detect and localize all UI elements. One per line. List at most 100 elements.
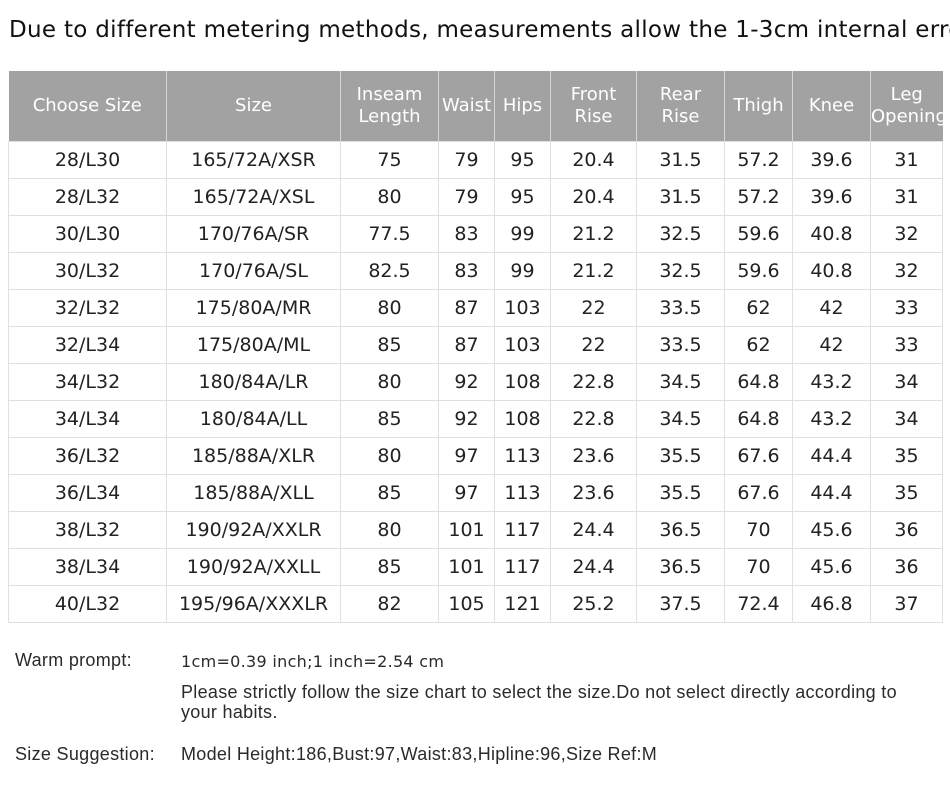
table-cell: 75 — [340, 141, 439, 179]
table-cell: 34/L32 — [8, 363, 167, 401]
table-cell: 32.5 — [636, 252, 725, 290]
table-cell: 64.8 — [724, 400, 793, 438]
table-cell: 36/L34 — [8, 474, 167, 512]
table-cell: 20.4 — [550, 141, 637, 179]
table-cell: 40.8 — [792, 252, 871, 290]
table-cell: 45.6 — [792, 511, 871, 549]
table-cell: 77.5 — [340, 215, 439, 253]
table-cell: 46.8 — [792, 585, 871, 623]
size-suggestion-label: Size Suggestion: — [15, 744, 155, 764]
col-thigh: Thigh — [724, 71, 793, 142]
col-waist: Waist — [438, 71, 495, 142]
table-cell: 121 — [494, 585, 551, 623]
table-cell: 24.4 — [550, 511, 637, 549]
table-cell: 92 — [438, 363, 495, 401]
table-cell: 185/88A/XLL — [166, 474, 341, 512]
table-cell: 99 — [494, 252, 551, 290]
table-cell: 62 — [724, 326, 793, 364]
table-cell: 70 — [724, 548, 793, 586]
table-cell: 42 — [792, 326, 871, 364]
table-cell: 87 — [438, 289, 495, 327]
table-cell: 32 — [870, 215, 943, 253]
table-cell: 22 — [550, 326, 637, 364]
table-cell: 59.6 — [724, 215, 793, 253]
table-cell: 36.5 — [636, 511, 725, 549]
table-cell: 85 — [340, 474, 439, 512]
size-chart-title: Due to different metering methods, measu… — [9, 17, 950, 43]
col-size: Size — [166, 71, 341, 142]
table-cell: 92 — [438, 400, 495, 438]
col-front-rise: Front Rise — [550, 71, 637, 142]
table-cell: 31 — [870, 141, 943, 179]
table-row: 34/L34 180/84A/LL 85 92 108 22.8 34.5 64.8 43.2 3… — [8, 400, 943, 438]
table-cell: 80 — [340, 511, 439, 549]
table-cell: 59.6 — [724, 252, 793, 290]
table-cell: 87 — [438, 326, 495, 364]
table-row: 30/L30 170/76A/SR 77.5 83 99 21.2 32.5 59.6 40.8… — [8, 215, 943, 253]
table-body: 28/L30 165/72A/XSR 75 79 95 20.4 31.5 57.2 39.6 3… — [8, 141, 943, 623]
table-cell: 22.8 — [550, 400, 637, 438]
table-row: 28/L32 165/72A/XSL 80 79 95 20.4 31.5 57.2 39.6 3… — [8, 178, 943, 216]
table-cell: 85 — [340, 548, 439, 586]
table-cell: 97 — [438, 437, 495, 475]
table-cell: 195/96A/XXXLR — [166, 585, 341, 623]
table-cell: 31.5 — [636, 178, 725, 216]
table-row: 38/L32 190/92A/XXLR 80 101 117 24.4 36.5 70 45.6… — [8, 511, 943, 549]
table-cell: 175/80A/MR — [166, 289, 341, 327]
table-cell: 23.6 — [550, 474, 637, 512]
table-cell: 82.5 — [340, 252, 439, 290]
table-cell: 180/84A/LR — [166, 363, 341, 401]
col-hips: Hips — [494, 71, 551, 142]
col-knee: Knee — [792, 71, 871, 142]
table-cell: 103 — [494, 326, 551, 364]
table-cell: 30/L32 — [8, 252, 167, 290]
table-cell: 113 — [494, 437, 551, 475]
table-cell: 37.5 — [636, 585, 725, 623]
table-cell: 21.2 — [550, 252, 637, 290]
table-cell: 85 — [340, 400, 439, 438]
table-cell: 28/L30 — [8, 141, 167, 179]
table-cell: 37 — [870, 585, 943, 623]
table-cell: 170/76A/SR — [166, 215, 341, 253]
table-cell: 35 — [870, 474, 943, 512]
table-row: 36/L32 185/88A/XLR 80 97 113 23.6 35.5 67.6 44.4… — [8, 437, 943, 475]
table-cell: 34.5 — [636, 400, 725, 438]
table-cell: 38/L32 — [8, 511, 167, 549]
table-cell: 70 — [724, 511, 793, 549]
table-cell: 43.2 — [792, 400, 871, 438]
table-cell: 67.6 — [724, 474, 793, 512]
table-cell: 79 — [438, 178, 495, 216]
table-cell: 31.5 — [636, 141, 725, 179]
size-chart-table: Choose Size Size Inseam Length Waist Hip… — [8, 71, 947, 623]
table-cell: 32/L34 — [8, 326, 167, 364]
table-cell: 108 — [494, 400, 551, 438]
table-cell: 34 — [870, 400, 943, 438]
table-cell: 83 — [438, 215, 495, 253]
table-cell: 108 — [494, 363, 551, 401]
table-cell: 33 — [870, 289, 943, 327]
table-cell: 24.4 — [550, 548, 637, 586]
table-row: 28/L30 165/72A/XSR 75 79 95 20.4 31.5 57.2 39.6 3… — [8, 141, 943, 179]
table-cell: 190/92A/XXLL — [166, 548, 341, 586]
table-cell: 105 — [438, 585, 495, 623]
col-rear-rise: Rear Rise — [636, 71, 725, 142]
table-cell: 40.8 — [792, 215, 871, 253]
table-cell: 113 — [494, 474, 551, 512]
table-cell: 62 — [724, 289, 793, 327]
table-cell: 33 — [870, 326, 943, 364]
table-cell: 39.6 — [792, 141, 871, 179]
table-cell: 32/L32 — [8, 289, 167, 327]
table-cell: 44.4 — [792, 474, 871, 512]
table-cell: 22.8 — [550, 363, 637, 401]
table-cell: 32.5 — [636, 215, 725, 253]
table-cell: 43.2 — [792, 363, 871, 401]
table-cell: 180/84A/LL — [166, 400, 341, 438]
warm-prompt-label: Warm prompt: — [15, 650, 132, 670]
table-cell: 44.4 — [792, 437, 871, 475]
table-cell: 72.4 — [724, 585, 793, 623]
col-inseam-length: Inseam Length — [340, 71, 439, 142]
table-cell: 36.5 — [636, 548, 725, 586]
table-cell: 35.5 — [636, 474, 725, 512]
table-row: 40/L32 195/96A/XXXLR 82 105 121 25.2 37.5 72.4 4… — [8, 585, 943, 623]
table-cell: 80 — [340, 178, 439, 216]
